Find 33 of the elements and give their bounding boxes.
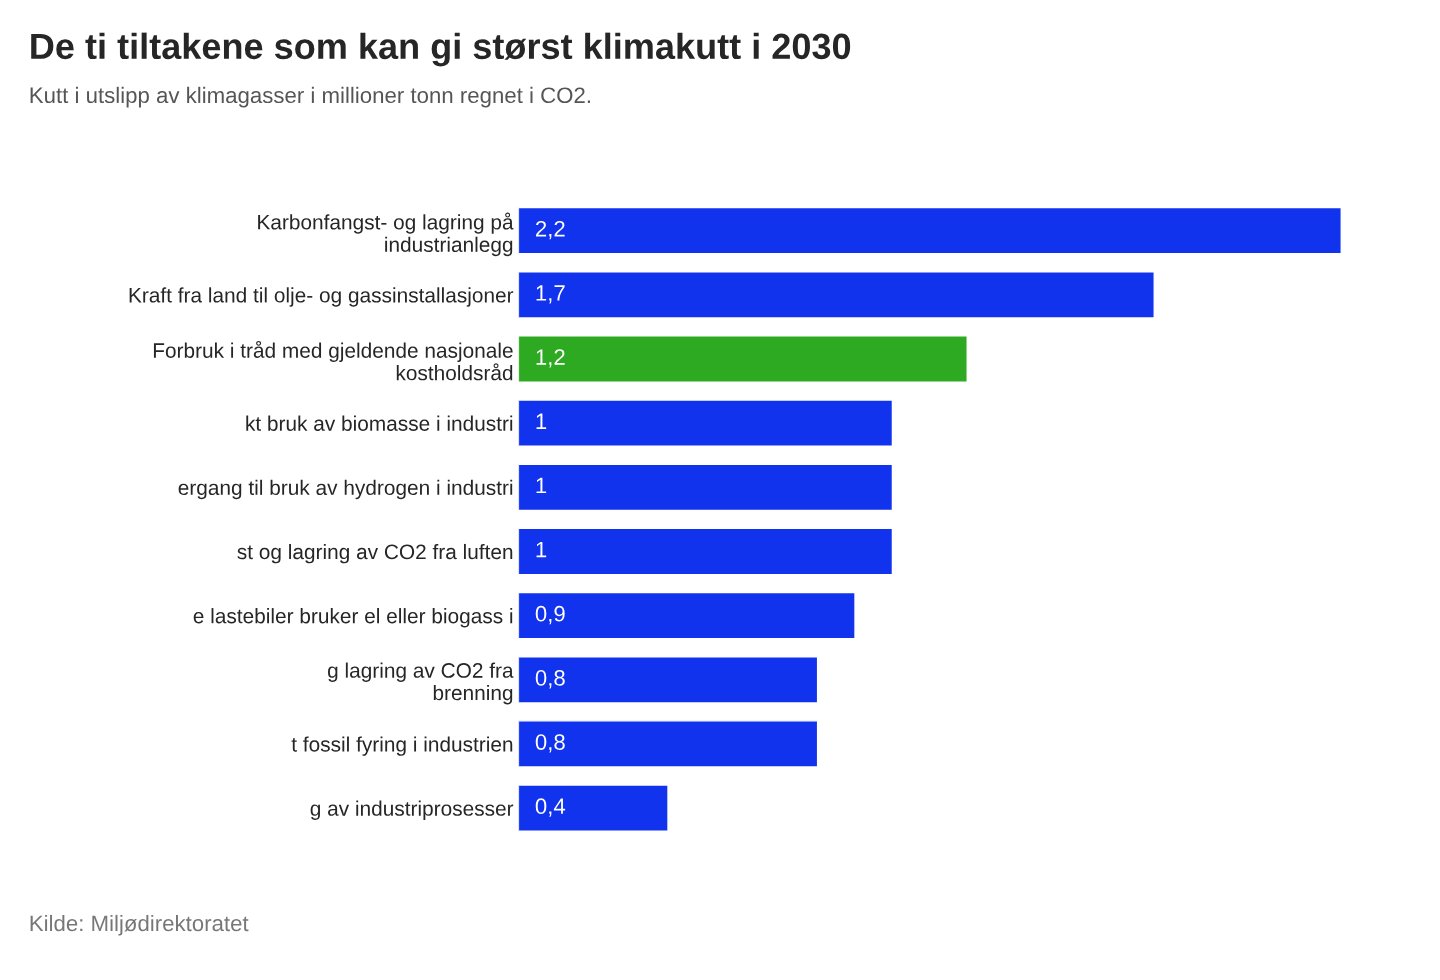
y-tick-label: st og lagring av CO2 fra luften [237,543,513,564]
y-tick-label: Forbruk i tråd med gjeldende nasjonale kostholdsråd [153,340,513,381]
data-label: 0,9 [535,605,565,625]
y-tick-label: g lagring av CO2 fra brenning [328,662,514,705]
data-label: 0,4 [535,798,566,817]
data-label: 0,8 [535,734,565,753]
y-tick-label: ergang til bruk av hydrogen i industri [178,479,513,500]
bar [518,784,669,832]
data-label: 2,2 [535,220,565,240]
bar [518,271,1155,319]
chart-title: De ti tiltakene som kan gi størst klimakutt i 2030 [31,32,851,67]
data-label: 0,8 [535,670,565,689]
text: Kutt i utslipp av klimagasser i millioner tonn regnet i CO2. [30,86,590,108]
data-label: 1 [536,413,547,429]
data-label: 1,7 [536,285,565,304]
bar [518,720,819,768]
bar [518,656,819,704]
y-tick-label: t fossil fyring i industrien [291,736,513,756]
y-tick-label: e lastebiler bruker el eller biogass i [193,608,513,628]
bar [518,206,1342,255]
text: Kilde: Miljødirektoratet [30,914,249,936]
y-tick-label: Karbonfangst- og lagring på industrianlegg [258,212,514,257]
bar [518,335,968,383]
data-label: 1 [536,541,547,558]
bar [518,527,894,576]
bar [518,463,894,512]
y-tick-label: kt bruk av biomasse i industri [246,415,513,431]
data-label: 1 [536,477,547,494]
y-tick-label: Kraft fra land til olje- og gassinstallasjoner [129,287,514,307]
bar [518,399,894,447]
data-label: 1,2 [536,349,565,368]
bar [518,591,856,640]
y-tick-label: g av industriprosesser [310,800,514,820]
